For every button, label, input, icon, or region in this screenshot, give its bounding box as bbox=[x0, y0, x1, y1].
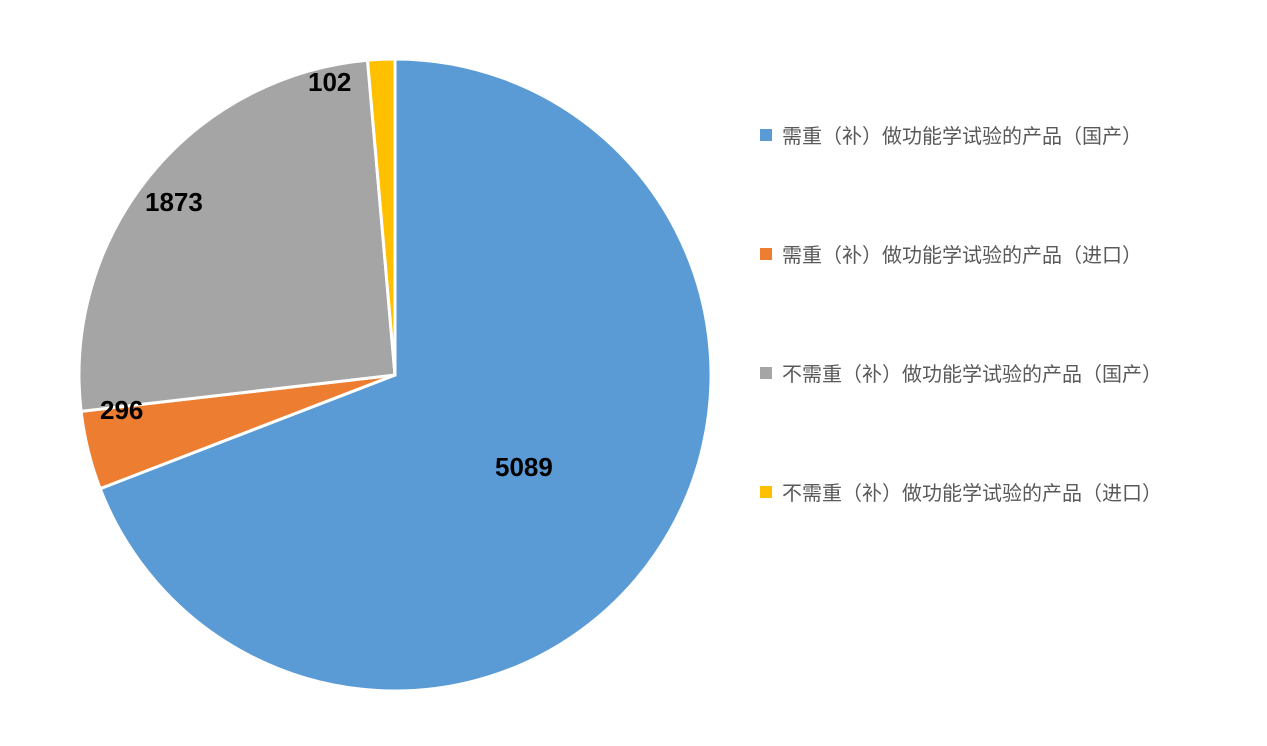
legend-item-0: 需重（补）做功能学试验的产品（国产） bbox=[760, 120, 1162, 149]
data-label-1: 296 bbox=[100, 395, 143, 426]
legend-swatch-1 bbox=[760, 248, 772, 260]
legend-swatch-2 bbox=[760, 367, 772, 379]
legend-item-1: 需重（补）做功能学试验的产品（进口） bbox=[760, 239, 1162, 268]
data-label-0: 5089 bbox=[495, 452, 553, 483]
chart-legend: 需重（补）做功能学试验的产品（国产） 需重（补）做功能学试验的产品（进口） 不需重（… bbox=[760, 120, 1162, 506]
data-label-3: 102 bbox=[308, 67, 351, 98]
pie-chart: 50892961873102 需重（补）做功能学试验的产品（国产）需重（补）做功… bbox=[0, 0, 1267, 746]
legend-swatch-3 bbox=[760, 486, 772, 498]
legend-label-3: 不需重（补）做功能学试验的产品（进口） bbox=[782, 477, 1162, 506]
legend-item-3: 不需重（补）做功能学试验的产品（进口） bbox=[760, 477, 1162, 506]
legend-label-2: 不需重（补）做功能学试验的产品（国产） bbox=[782, 358, 1162, 387]
legend-item-2: 不需重（补）做功能学试验的产品（国产） bbox=[760, 358, 1162, 387]
legend-label-0: 需重（补）做功能学试验的产品（国产） bbox=[782, 120, 1142, 149]
data-label-2: 1873 bbox=[145, 187, 203, 218]
legend-swatch-0 bbox=[760, 129, 772, 141]
legend-label-1: 需重（补）做功能学试验的产品（进口） bbox=[782, 239, 1142, 268]
pie-slice-2 bbox=[79, 60, 395, 411]
pie-svg bbox=[75, 55, 715, 695]
